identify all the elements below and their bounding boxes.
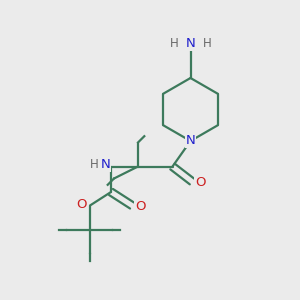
Text: N: N	[186, 134, 195, 148]
Text: H: H	[202, 37, 211, 50]
Text: O: O	[135, 200, 146, 214]
Text: H: H	[169, 37, 178, 50]
Text: O: O	[195, 176, 206, 190]
Text: H: H	[90, 158, 99, 172]
Text: N: N	[101, 158, 110, 172]
Text: N: N	[186, 37, 195, 50]
Text: O: O	[76, 197, 87, 211]
